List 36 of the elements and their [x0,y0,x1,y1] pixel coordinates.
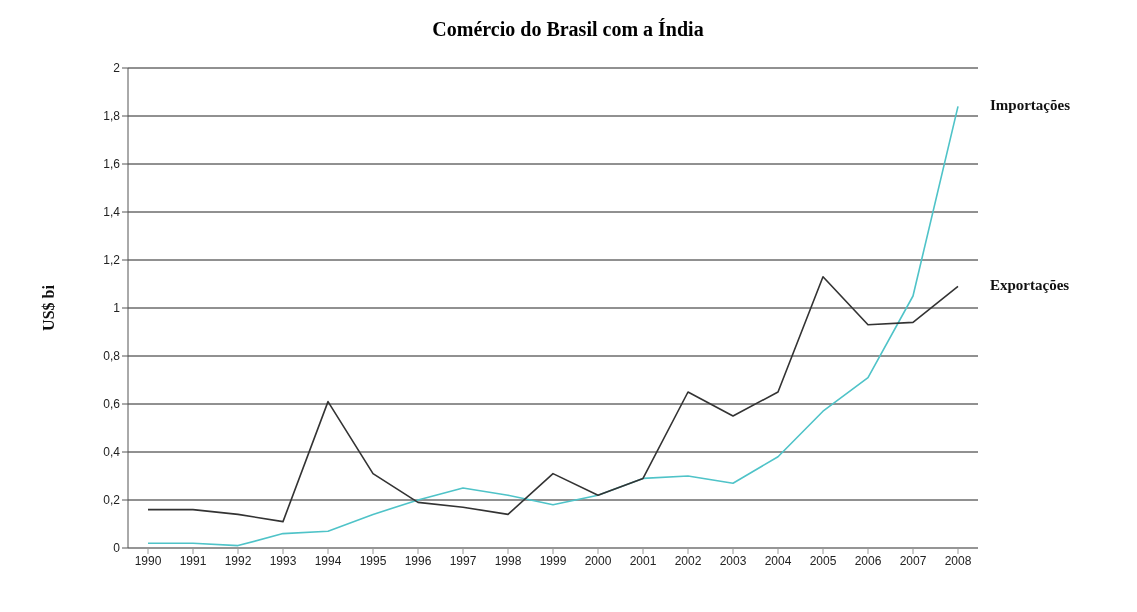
x-tick-label: 1996 [404,553,432,568]
text: Importações [990,97,1071,114]
y-tick-label: 0,6 [103,397,121,412]
x-tick-label: 2007 [899,553,927,568]
y-tick-label: 1,4 [103,205,121,220]
x-tick-label: 2008 [944,553,972,568]
chart-title: Comércio do Brasil com a Índia [431,18,705,41]
x-tick-label: 1998 [494,553,522,568]
x-tick-label: 2001 [629,553,657,568]
x-tick-label: 2005 [809,553,837,568]
x-tick-label: 2002 [674,553,702,568]
y-tick-label: 0,4 [103,445,121,460]
y-tick-label: 0 [113,541,121,556]
line-series [147,105,959,547]
y-tick-label: 1,8 [103,109,121,124]
y-tick-label: 1,2 [103,253,121,268]
x-tick-label: 2004 [764,553,792,568]
x-tick-label: 1993 [269,553,297,568]
x-tick-label: 2003 [719,553,747,568]
y-tick-label: 2 [113,61,121,76]
x-tick-label: 1995 [359,553,387,568]
y-axis-title: US$ bi [39,284,57,331]
line-series [147,276,959,523]
y-tick-label: 1,6 [103,157,121,172]
x-tick-label: 1994 [314,553,342,568]
x-tick-label: 1990 [134,553,162,568]
x-tick-label: 1992 [224,553,252,568]
y-tick-label: 0,2 [103,493,121,508]
x-tick-label: 1999 [539,553,567,568]
y-tick-label: 1 [113,301,121,316]
x-tick-label: 1997 [449,553,477,568]
x-tick-label: 2000 [584,553,612,568]
x-tick-label: 1991 [179,553,207,568]
x-tick-label: 2006 [854,553,882,568]
y-tick-label: 0,8 [103,349,121,364]
text: Exportações [990,277,1070,294]
